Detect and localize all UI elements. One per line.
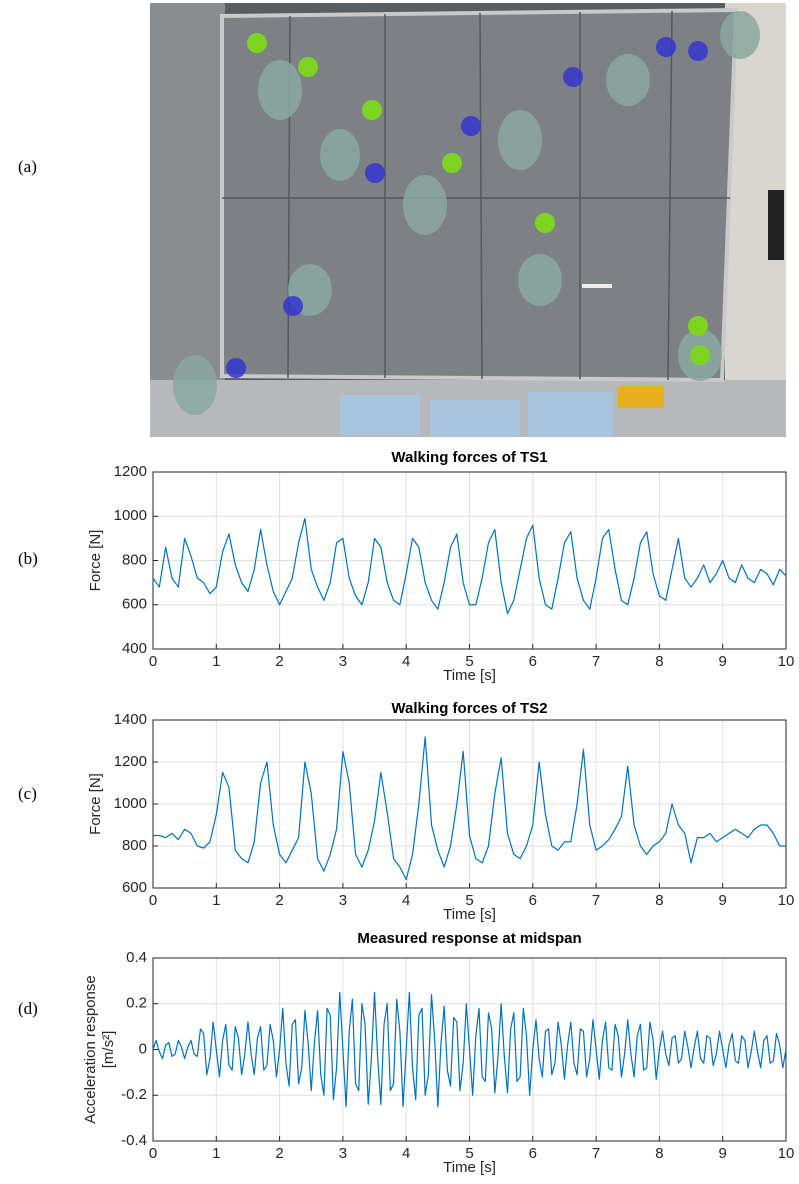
photo: [150, 3, 786, 437]
panel-label: (b): [18, 549, 38, 568]
x-tick-label: 2: [275, 653, 283, 670]
chart-title: Walking forces of TS1: [391, 449, 547, 466]
x-tick-label: 6: [529, 1145, 537, 1162]
x-tick-label: 0: [149, 892, 157, 909]
panel-label: (d): [18, 999, 38, 1018]
y-tick-label: 600: [122, 596, 147, 613]
x-tick-label: 2: [275, 892, 283, 909]
y-axis-label: [m/s²]: [100, 1031, 117, 1069]
x-tick-label: 0: [149, 1145, 157, 1162]
axes-box: [152, 471, 787, 650]
y-tick-label: 800: [122, 551, 147, 568]
chart-title: Measured response at midspan: [357, 930, 581, 947]
data-line: [152, 991, 787, 1108]
x-tick-label: 7: [592, 653, 600, 670]
data-line: [153, 736, 786, 881]
x-tick-label: 5: [465, 1145, 473, 1162]
data-line: [152, 517, 787, 615]
x-tick-label: 2: [275, 1145, 283, 1162]
y-tick-label: 0: [139, 1040, 147, 1057]
x-tick-label: 4: [402, 892, 410, 909]
x-tick-label: 3: [339, 1145, 347, 1162]
x-tick-label: 5: [465, 892, 473, 909]
chart-title: Walking forces of TS2: [391, 700, 547, 717]
y-tick-label: -0.2: [121, 1086, 147, 1103]
x-axis-label: Time [s]: [443, 667, 496, 684]
x-tick-label: 3: [339, 892, 347, 909]
y-axis-label: Force [N]: [87, 773, 104, 835]
x-tick-label: 10: [778, 1145, 795, 1162]
x-tick-label: 9: [719, 892, 727, 909]
y-tick-label: 400: [122, 640, 147, 657]
y-tick-label: 800: [122, 837, 147, 854]
x-tick-label: 6: [529, 892, 537, 909]
x-tick-label: 6: [529, 653, 537, 670]
y-tick-label: 1200: [114, 463, 147, 480]
y-tick-label: 1400: [114, 711, 147, 728]
x-tick-label: 8: [655, 892, 663, 909]
y-tick-label: 1000: [114, 795, 147, 812]
axes-box: [152, 719, 787, 889]
x-tick-label: 10: [778, 653, 795, 670]
x-tick-label: 1: [212, 892, 220, 909]
y-tick-label: -0.4: [121, 1132, 147, 1149]
x-tick-label: 1: [212, 1145, 220, 1162]
x-axis-label: Time [s]: [443, 906, 496, 923]
x-tick-label: 4: [402, 653, 410, 670]
x-tick-label: 0: [149, 653, 157, 670]
x-tick-label: 1: [212, 653, 220, 670]
y-tick-label: 0.4: [126, 949, 147, 966]
panel-label: (a): [18, 157, 37, 176]
y-axis-label: Acceleration response: [82, 975, 99, 1123]
x-tick-label: 9: [719, 1145, 727, 1162]
x-tick-label: 4: [402, 1145, 410, 1162]
y-tick-label: 0.2: [126, 995, 147, 1012]
x-tick-label: 7: [592, 1145, 600, 1162]
x-tick-label: 8: [655, 653, 663, 670]
x-tick-label: 10: [778, 892, 795, 909]
x-axis-label: Time [s]: [443, 1159, 496, 1176]
x-tick-label: 8: [655, 1145, 663, 1162]
x-tick-label: 7: [592, 892, 600, 909]
y-tick-label: 1000: [114, 507, 147, 524]
panel-label: (c): [18, 784, 37, 803]
x-tick-label: 3: [339, 653, 347, 670]
y-tick-label: 600: [122, 879, 147, 896]
y-tick-label: 1200: [114, 753, 147, 770]
x-tick-label: 5: [465, 653, 473, 670]
x-tick-label: 9: [719, 653, 727, 670]
y-axis-label: Force [N]: [87, 530, 104, 592]
